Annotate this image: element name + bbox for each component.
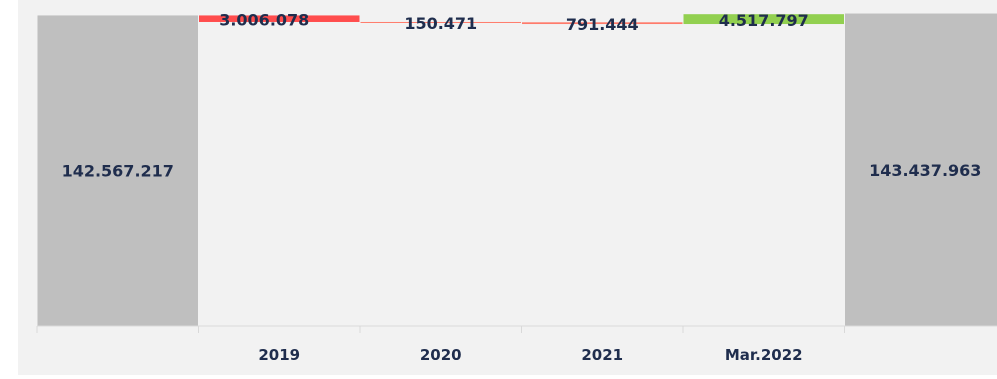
category-label: 2020 [420, 346, 462, 364]
category-label: 2021 [581, 346, 623, 364]
value-label: 4.517.797 [719, 11, 809, 30]
value-label: 143.437.963 [869, 161, 981, 180]
category-label: Mar.2022 [725, 346, 803, 364]
category-label: 2019 [258, 346, 300, 364]
value-label: 791.444 [566, 15, 639, 34]
value-label: 150.471 [404, 14, 477, 33]
value-label: 3.006.078 [219, 11, 309, 30]
value-label: 142.567.217 [62, 162, 174, 181]
